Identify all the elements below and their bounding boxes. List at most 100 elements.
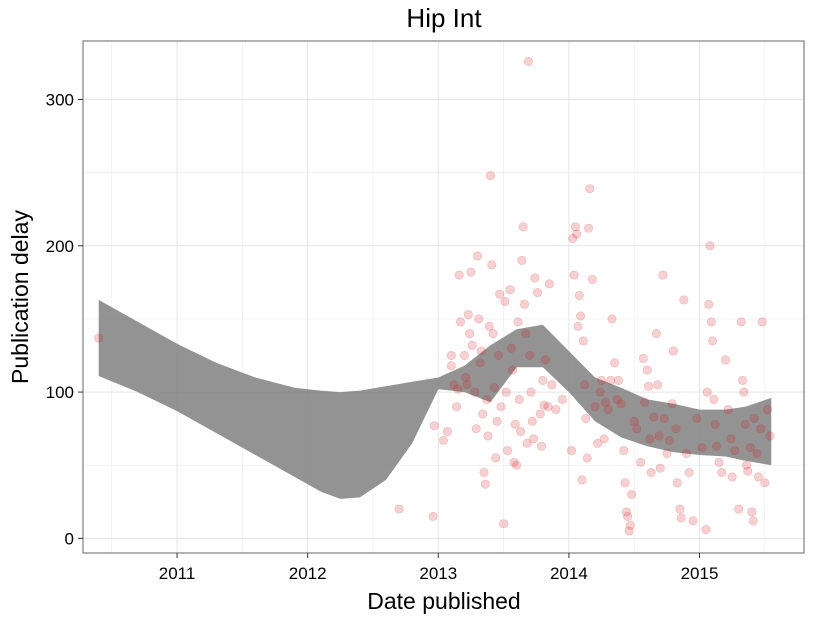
data-point [470,387,480,397]
y-tick-label: 0 [65,529,74,548]
data-point [522,438,532,448]
data-point [492,416,502,426]
y-axis-ticks: 0 100 200 300 [46,91,83,548]
x-tick-label: 2015 [681,564,719,583]
data-point [471,424,481,434]
data-point [636,457,646,467]
data-point [741,460,751,470]
data-point [623,511,633,521]
data-point [539,400,549,410]
data-point [467,340,477,350]
data-point [576,311,586,321]
data-point [557,394,567,404]
data-point [606,375,616,385]
data-point [765,431,775,441]
data-point [640,397,650,407]
data-point [762,405,772,415]
data-point [740,419,750,429]
data-point [599,434,609,444]
data-point [508,365,518,375]
data-point [484,321,494,331]
data-point [756,424,766,434]
data-point [593,438,603,448]
data-point [727,472,737,482]
data-point [679,295,689,305]
data-point [480,479,490,489]
data-points [94,56,775,536]
y-tick-label: 300 [46,91,74,110]
data-point [627,489,637,499]
data-point [538,375,548,385]
data-point [476,346,486,356]
data-point [625,520,635,530]
data-point [638,353,648,363]
data-point [568,234,578,244]
data-point [688,516,698,526]
smooth-confidence-band [98,299,772,499]
data-point [454,270,464,280]
data-point [491,453,501,463]
data-point [479,467,489,477]
data-point [743,466,753,476]
data-point [551,405,561,415]
data-point [752,448,762,458]
data-point [651,329,661,339]
data-point [723,405,733,415]
data-point [487,260,497,270]
data-point [736,317,746,327]
data-point [428,511,438,521]
y-tick-label: 200 [46,237,74,256]
data-point [702,387,712,397]
data-point [726,434,736,444]
data-point [493,350,503,360]
data-point [607,314,617,324]
data-point [646,467,656,477]
data-point [453,384,463,394]
data-point [452,402,462,412]
data-point [658,270,668,280]
data-point [603,405,613,415]
data-point [455,317,465,327]
data-point [478,409,488,419]
data-point [596,375,606,385]
data-point [629,416,639,426]
data-point [621,507,631,517]
data-point [662,448,672,458]
data-point [429,421,439,431]
data-point [482,394,492,404]
data-point [653,380,663,390]
data-point [705,241,715,251]
data-point [525,350,535,360]
data-point [704,299,714,309]
data-point [753,472,763,482]
data-point [739,387,749,397]
confidence-ribbon [98,299,772,499]
data-point [512,460,522,470]
data-point [496,402,506,412]
data-point [516,427,526,437]
y-tick-label: 100 [46,383,74,402]
data-point [543,402,553,412]
data-point [616,399,626,409]
data-point [681,448,691,458]
chart-title: Hip Int [406,3,482,33]
data-point [610,358,620,368]
data-point [654,431,664,441]
data-point [442,427,452,437]
data-point [671,424,681,434]
data-point [569,270,579,280]
data-point [394,504,404,514]
data-point [529,434,539,444]
data-point [518,222,528,232]
data-point [748,516,758,526]
data-point [488,329,498,339]
data-point [509,457,519,467]
data-point [659,413,669,423]
data-point [446,350,456,360]
data-point [483,431,493,441]
data-point [585,184,595,194]
data-point [721,355,731,365]
data-point [462,380,472,390]
data-point [489,383,499,393]
